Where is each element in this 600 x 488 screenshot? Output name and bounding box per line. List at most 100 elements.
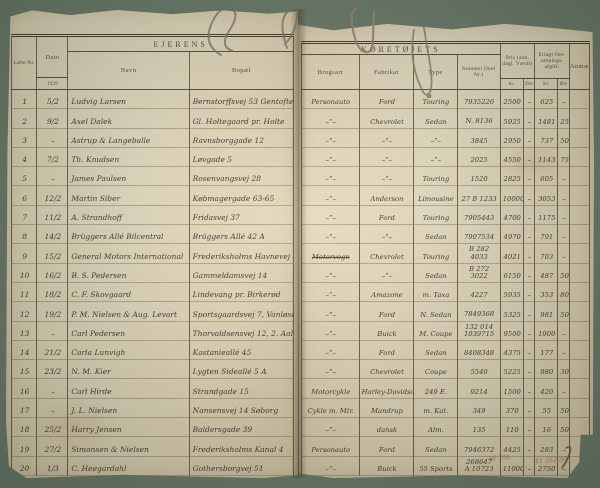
cell-pris-ore: – xyxy=(523,147,536,168)
cell-nummer: 2025 xyxy=(457,147,501,168)
cell-type: Limousine xyxy=(413,185,458,206)
cell-type: Sedan xyxy=(413,108,458,129)
cell-pris-ore: – xyxy=(523,340,536,361)
cell-bopael: Nansensvej 14 Søborg xyxy=(189,398,295,419)
cell-nummer: 349 xyxy=(457,398,501,419)
cell-fabrikat: –”– xyxy=(359,128,415,148)
cell-afgift-ore: 50 xyxy=(557,128,570,148)
cell-type: –”– xyxy=(413,128,458,148)
owners-table: Løbe Nr. Dato EJERENS Navn Bopæl 1929 1 … xyxy=(10,34,295,476)
cell-bopael: Købmagergade 63-65 xyxy=(189,185,295,206)
table-row: 13 – Carl Pedersen Thorvaldsensvej 12, 2… xyxy=(10,321,295,341)
table-row: –”– –”– Sedan B 272 3022 6150 – 487 50 xyxy=(301,263,591,283)
cell-anmaerkning xyxy=(569,263,591,283)
cell-navn: Martin Siber xyxy=(67,185,190,206)
cell-navn: Brüggers Allé Bilcentral xyxy=(67,224,190,245)
cell-lobe-nr: 12 xyxy=(10,301,38,322)
table-row: 10 16/2 B. S. Pedersen Gammeldamsvej 14 xyxy=(10,263,295,283)
cell-anmaerkning xyxy=(569,108,591,129)
cell-afgift-ore: 80 xyxy=(557,282,570,303)
cell-bopael: Lindevang pr. Birkerød xyxy=(189,282,295,303)
cell-lobe-nr: 16 xyxy=(10,378,38,399)
cell-afgift-kr: 791 xyxy=(534,224,559,245)
cell-afgift-ore: 50 xyxy=(557,263,570,283)
col-header-afgift: Erlagt Om- sætnings- afgift. xyxy=(534,42,570,79)
cell-bopael: Strandgade 15 xyxy=(189,378,295,399)
cell-pris-ore: – xyxy=(523,417,536,438)
cell-dato: 18/2 xyxy=(36,282,69,303)
cell-nummer: 7935226 xyxy=(457,89,501,110)
cell-fabrikat: Ford xyxy=(359,301,415,322)
cell-pris-kr: 4021 xyxy=(500,243,524,264)
subheader-afgift-kr: Kr. xyxy=(534,78,559,90)
cell-lobe-nr: 1 xyxy=(10,89,38,110)
table-row: 20 1/3 C. Heegardahl Gothersborgvej 51 xyxy=(10,456,295,476)
cell-afgift-ore: 75 xyxy=(557,147,570,168)
cell-afgift-kr: 16 xyxy=(534,417,559,438)
cell-lobe-nr: 8 xyxy=(10,224,38,245)
table-row: –”– –”– –”– 3845 2950 – 737 50 xyxy=(301,128,591,148)
cell-anmaerkning xyxy=(569,301,591,322)
table-row: –”– dansk Alm. 135 110 – 16 50 xyxy=(301,417,591,438)
cell-dato: – xyxy=(36,128,69,148)
table-row: Motorcykle Harley-Davidson 249 E. 9214 1… xyxy=(301,378,591,399)
cell-brugsart: –”– xyxy=(301,417,360,438)
cell-afgift-kr: 353 xyxy=(534,282,559,303)
cell-nummer: 9214 xyxy=(457,378,501,399)
cell-afgift-kr: 55 xyxy=(534,398,559,419)
table-row: –”– Chevrolet Coupe 5540 5225 – 980 30 xyxy=(301,359,591,380)
cell-dato: – xyxy=(36,378,69,399)
cell-pris-ore: – xyxy=(523,282,536,303)
right-page-title: KØRETØJETS xyxy=(301,42,501,55)
cell-dato: – xyxy=(36,321,69,341)
cell-pris-ore: – xyxy=(523,359,536,380)
cell-dato: 23/2 xyxy=(36,359,69,380)
cell-pris-kr: 110 xyxy=(500,417,524,438)
cell-navn: N. M. Kier xyxy=(67,359,190,380)
cell-anmaerkning xyxy=(569,436,591,457)
cell-pris-kr: 370 xyxy=(500,398,524,419)
cell-anmaerkning xyxy=(569,359,591,380)
cell-pris-kr: 4550 xyxy=(500,147,524,168)
cell-afgift-kr: 1900 xyxy=(534,321,559,341)
cell-nummer: 7907534 xyxy=(457,224,501,245)
cell-anmaerkning xyxy=(569,243,591,264)
cell-afgift-kr: 703 xyxy=(534,243,559,264)
cell-pris-kr: 1500 xyxy=(500,378,524,399)
cell-pris-kr: 2950 xyxy=(500,128,524,148)
cell-afgift-ore: – xyxy=(557,321,570,341)
cell-bopael: Gl. Holtegaard pr. Holte xyxy=(189,108,295,129)
cell-lobe-nr: 20 xyxy=(10,456,38,476)
table-row: 19 27/2 Simonsen & Nielsen Frederiksholm… xyxy=(10,436,295,457)
table-row: 6 12/2 Martin Siber Købmagergade 63-65 xyxy=(10,185,295,206)
table-row: –”– –”– Touring 1520 2825 – 605 – xyxy=(301,166,591,187)
cell-nummer: 8408348 xyxy=(457,340,501,361)
cell-type: m. Kat. xyxy=(413,398,458,419)
cell-nummer: 7946372 xyxy=(457,436,501,457)
cell-pris-kr: 4375 xyxy=(500,340,524,361)
cell-pris-ore: – xyxy=(523,263,536,283)
cell-fabrikat: Chevrolet xyxy=(359,108,415,129)
cell-afgift-kr: 605 xyxy=(534,166,559,187)
table-row: 2 9/2 Axel Dalek Gl. Holtegaard pr. Holt… xyxy=(10,108,295,129)
cell-pris-ore: – xyxy=(523,378,536,399)
cell-dato: 11/2 xyxy=(36,205,69,226)
cell-lobe-nr: 5 xyxy=(10,166,38,187)
cell-afgift-ore: – xyxy=(557,224,570,245)
table-row: –”– Buick M. Coupe 132 014 1039715 9500 … xyxy=(301,321,591,341)
cell-type: Alm. xyxy=(413,417,458,438)
cell-navn: C. Heegardahl xyxy=(67,456,190,476)
cell-fabrikat: dansk xyxy=(359,417,415,438)
cell-lobe-nr: 10 xyxy=(10,263,38,283)
cell-navn: P. M. Nielsen & Aug. Levart xyxy=(67,301,190,322)
table-row: –”– Ford Touring 7905443 4700 – 1175 – xyxy=(301,205,591,226)
cell-bopael: Baldersgade 39 xyxy=(189,417,295,438)
cell-navn: Carla Lunvigh xyxy=(67,340,190,361)
subheader-pris-ore: Øre xyxy=(523,78,536,90)
cell-type: Touring xyxy=(413,166,458,187)
cell-bopael: Sportsgaardsvej 7, Vanløse xyxy=(189,301,295,322)
col-header-navn: Navn xyxy=(67,51,190,90)
cell-navn: Harry Jensen xyxy=(67,417,190,438)
table-row: 11 18/2 C. F. Skovgaard Lindevang pr. Bi… xyxy=(10,282,295,303)
cell-bopael: Bernstorffsvej 53 Gentofte xyxy=(189,89,295,110)
